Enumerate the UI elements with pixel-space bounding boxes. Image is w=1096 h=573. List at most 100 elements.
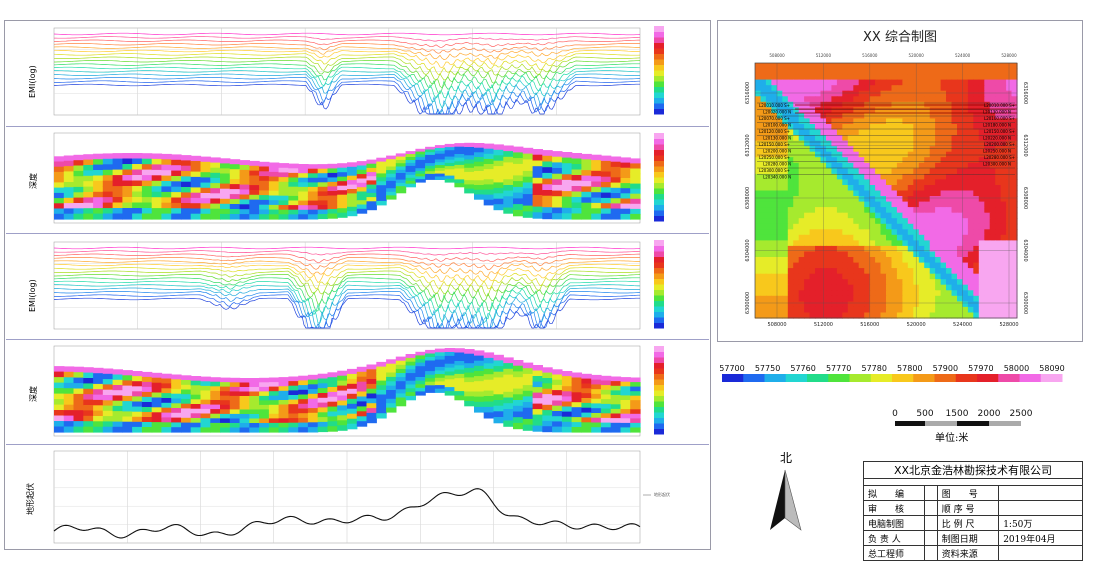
title-block: XX北京金浩林勘探技术有限公司 拟 编图 号 审 核顺 序 号 电脑制图比 例 … [862, 461, 1083, 561]
terrain-panel: 地形起伏 地形起伏 [6, 445, 709, 549]
colorbar-label: 57970 [968, 364, 993, 373]
map-xtick-bottom: 524000 [953, 322, 972, 328]
map-line-label: L20220.000 N [983, 136, 1011, 141]
depth-section-chart-1 [53, 132, 664, 224]
terrain-chart [53, 450, 651, 544]
profile-frame [4, 20, 711, 550]
map-title: XX 综合制图 [863, 30, 937, 45]
colorbar-swatch [785, 374, 808, 382]
scale-label: 0 [892, 409, 898, 419]
colorbar-swatch [743, 374, 765, 382]
map-ytick-right: 6312000 [1022, 134, 1028, 156]
company-name: XX北京金浩林勘探技术有限公司 [863, 461, 1083, 479]
map-line-label: L20010.000 S+ [984, 103, 1015, 108]
colorbar-label: 57700 [720, 364, 745, 373]
em-ylabel-1: EMI(log) [28, 65, 37, 98]
map-line-label: L20130.000 N [763, 136, 791, 141]
map-line-label: L20100.000 N [763, 123, 791, 128]
title-row: 总工程师 资料来源 [862, 545, 1083, 561]
colorbar-swatch [998, 374, 1020, 382]
map-line-label: L20200.000 N [763, 149, 791, 154]
scale-label: 1500 [946, 409, 969, 419]
depth-ylabel-1: 深度 [29, 173, 38, 189]
map-ytick-left: 6300000 [745, 292, 751, 314]
colorbar-label: 57750 [755, 364, 780, 373]
colorbar-swatch [892, 374, 914, 382]
scale-label: 2000 [978, 409, 1001, 419]
map-line-label: L20340.000 N [763, 175, 791, 180]
em-curves-panel-2: EMI(log) [6, 234, 709, 340]
scale-segment [989, 421, 1021, 426]
colorbar-label: 57900 [933, 364, 958, 373]
colorbar-swatch [1040, 374, 1063, 382]
scale-segment [925, 421, 957, 426]
colorbar-swatch [807, 374, 829, 382]
colorbar-label: 57800 [897, 364, 922, 373]
map-line-label: L20300.000 S+ [759, 168, 790, 173]
scale-label: 500 [916, 409, 933, 419]
scale-bar: 0 500 1500 2000 2500 [892, 409, 1033, 426]
em-curves-panel-1: EMI(log) [6, 20, 709, 127]
scale-segment [895, 421, 925, 426]
map-ytick-right: 6316000 [1022, 82, 1028, 104]
map-xtick-top: 516000 [862, 53, 878, 58]
colorbar-swatch [934, 374, 957, 382]
colorbar-label: 57780 [861, 364, 886, 373]
map-xtick-bottom: 508000 [767, 322, 786, 328]
map-line-label: L20180.000 N [983, 123, 1011, 128]
map-line-label: L20100.000 S+ [984, 116, 1015, 121]
colorbar-swatch [977, 374, 999, 382]
colorbar-swatch [722, 374, 744, 382]
map-ytick-left: 6312000 [745, 134, 751, 156]
colorbar-swatch [1019, 374, 1042, 382]
map-ytick-right: 6308000 [1022, 187, 1028, 209]
map-xtick-top: 524000 [955, 53, 971, 58]
map-xtick-bottom: 512000 [814, 322, 833, 328]
map-line-label: L20250.000 N [983, 149, 1011, 154]
colorbar-swatch [849, 374, 872, 382]
map-ytick-left: 6308000 [745, 187, 751, 209]
anomaly-map: 508000 508000 512000 512000 516000 516000 5200… [745, 53, 1028, 328]
terrain-ylabel: 地形起伏 [26, 483, 35, 515]
north-arrow-icon [770, 469, 802, 531]
map-line-label: L20280.000 N [763, 162, 791, 167]
map-ytick-left: 6304000 [745, 239, 751, 261]
colorbar-label: 58090 [1039, 364, 1064, 373]
colorbar-swatch [913, 374, 935, 382]
colorbar-swatch [870, 374, 893, 382]
colorbar: 57700 57750 57760 57770 57780 57800 57900 57970… [720, 364, 1065, 382]
map-xtick-top: 528000 [1001, 53, 1017, 58]
scale-label: 2500 [1010, 409, 1033, 419]
colorbar-swatch [955, 374, 978, 382]
map-xtick-bottom: 520000 [907, 322, 926, 328]
north-label: 北 [780, 451, 793, 465]
colorbar-swatch [764, 374, 787, 382]
map-frame [717, 20, 1083, 342]
map-ytick-right: 6304000 [1022, 239, 1028, 261]
colorbar-label: 57760 [790, 364, 815, 373]
depth-section-panel-1: 深度 [6, 127, 709, 234]
title-row: 电脑制图比 例 尺 1:50万 [862, 515, 1083, 531]
map-line-label: L20250.000 S+ [759, 155, 790, 160]
em-ylabel-2: EMI(log) [28, 279, 37, 312]
map-xtick-top: 512000 [816, 53, 832, 58]
map-line-label: L20280.000 S+ [984, 155, 1015, 160]
em-curves-chart-2 [53, 240, 664, 330]
map-xtick-top: 520000 [909, 53, 925, 58]
depth-ylabel-2: 深度 [29, 386, 38, 402]
map-line-label: L20150.000 S+ [759, 142, 790, 147]
map-xtick-top: 508000 [769, 53, 785, 58]
title-row: 负 责 人制图日期 2019年04月 [862, 530, 1083, 546]
map-line-label: L20130.000 N [983, 110, 1011, 115]
map-line-label: L20300.000 N [983, 162, 1011, 167]
map-line-label: L20070.000 S+ [759, 116, 790, 121]
map-line-label: L20150.000 S+ [984, 129, 1015, 134]
title-row: 拟 编图 号 [862, 485, 1083, 501]
scale-segment [957, 421, 989, 426]
terrain-legend-label: 地形起伏 [654, 492, 670, 497]
colorbar-label: 58000 [1004, 364, 1029, 373]
colorbar-label: 57770 [826, 364, 851, 373]
colorbar-swatch [828, 374, 850, 382]
title-row: 审 核顺 序 号 [862, 500, 1083, 516]
map-xtick-bottom: 516000 [860, 322, 879, 328]
